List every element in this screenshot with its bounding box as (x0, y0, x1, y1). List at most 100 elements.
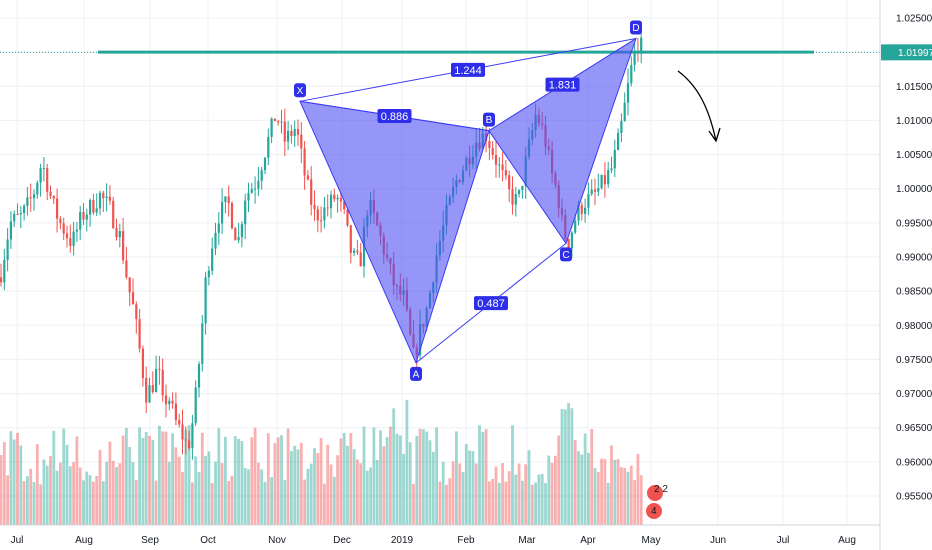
candle-body (128, 277, 131, 293)
candle-body (197, 363, 201, 388)
volume-bar (75, 436, 79, 525)
candle-body (353, 250, 356, 253)
candle-body (313, 204, 316, 210)
y-axis[interactable]: 1.025001.020001.015001.010001.005001.000… (879, 0, 932, 550)
candle-body (9, 221, 12, 240)
x-tick-label: Aug (75, 535, 93, 546)
volume-bar (253, 427, 257, 525)
candle-body (178, 420, 181, 425)
volume-bar (128, 446, 132, 525)
event-circle-icon (647, 485, 663, 501)
candle-body (607, 170, 610, 185)
candle-body (82, 211, 85, 220)
volume-bar (19, 445, 23, 525)
volume-bar (537, 474, 541, 525)
volume-bar (227, 481, 231, 525)
candle-body (102, 192, 105, 199)
event-badge[interactable]: 2 2 4 (646, 484, 668, 519)
y-tick-label: 0.96500 (896, 423, 932, 434)
volume-bar (494, 466, 498, 525)
volume-bar (309, 463, 313, 525)
candle-body (188, 440, 191, 449)
volume-bar (299, 442, 303, 525)
volume-bar (125, 427, 128, 525)
candle-body (521, 186, 524, 191)
candle-body (161, 369, 164, 396)
volume-bar (141, 438, 145, 525)
candle-body (349, 225, 352, 253)
volume-bar (290, 450, 293, 525)
x-tick-label: Feb (457, 535, 475, 546)
volume-bar (131, 462, 135, 525)
volume-bar (349, 433, 353, 525)
volume-bar (230, 475, 234, 525)
candle-body (306, 175, 309, 180)
volume-bar (557, 435, 561, 525)
volume-bar (478, 425, 481, 525)
volume-bar (29, 468, 33, 525)
candle-body (303, 148, 306, 176)
candle-body (320, 220, 323, 222)
volume-bar (405, 399, 409, 525)
point-label-bg (630, 20, 642, 35)
candle-body (310, 179, 313, 205)
volume-bar (39, 484, 42, 525)
y-tick-label: 1.00000 (896, 184, 932, 195)
volume-bar (352, 449, 356, 525)
candle-body (617, 132, 620, 150)
candle-body (504, 170, 507, 176)
volume-bar (247, 469, 250, 525)
volume-bar (263, 481, 267, 525)
volume-bar (68, 466, 72, 525)
candle-body (640, 37, 643, 53)
candle-body (204, 277, 207, 324)
volume-bar (92, 481, 95, 525)
x-tick-label: Dec (333, 535, 351, 546)
volume-bar (0, 455, 3, 525)
volume-bar (200, 432, 204, 525)
candle-body (277, 121, 280, 123)
volume-bar (362, 426, 366, 525)
volume-bar (191, 482, 194, 525)
candle-body (174, 403, 177, 421)
volume-bar (148, 435, 151, 525)
volume-bar (418, 428, 422, 525)
candle-body (171, 400, 174, 404)
volume-bar (174, 447, 178, 525)
volume-bar (88, 475, 92, 525)
volume-bar (530, 484, 534, 525)
volume-bar (138, 427, 141, 525)
volume-bar (313, 448, 316, 525)
volume-bar (240, 441, 244, 525)
candle-body (46, 168, 49, 192)
harmonic-pattern[interactable]: 0.886 1.244 0.487 1.831 X A B C D (294, 20, 642, 381)
event-flag-icon (646, 503, 662, 519)
x-axis[interactable]: Jul Aug Sep Oct Nov Dec 2019 Feb Mar Apr May Jun Jul… (0, 524, 880, 546)
volume-bar (111, 460, 115, 525)
ratio-label: 0.487 (477, 298, 505, 310)
candle-body (230, 203, 234, 229)
volume-bar (210, 483, 214, 525)
x-tick-label: Aug (838, 535, 856, 546)
volume-bar (42, 459, 46, 525)
candle-body (39, 168, 42, 183)
volume-bar (336, 455, 339, 525)
volume-bar (187, 425, 191, 525)
candle-body (250, 189, 253, 193)
volume-bar (385, 437, 389, 525)
volume-bar (422, 429, 425, 525)
candle-body (343, 201, 346, 210)
volume-bar (243, 468, 247, 525)
volume-bar (65, 444, 69, 525)
candle-body (587, 194, 590, 208)
candle-body (567, 239, 570, 249)
volume-bar (507, 471, 511, 525)
candle-body (326, 207, 329, 209)
candle-body (65, 233, 69, 239)
candle-body (201, 323, 204, 364)
candle-body (108, 196, 111, 201)
volume-bar (372, 427, 376, 525)
volume-bar (276, 437, 280, 525)
volume-bar (491, 478, 495, 525)
candle-body (6, 239, 9, 260)
